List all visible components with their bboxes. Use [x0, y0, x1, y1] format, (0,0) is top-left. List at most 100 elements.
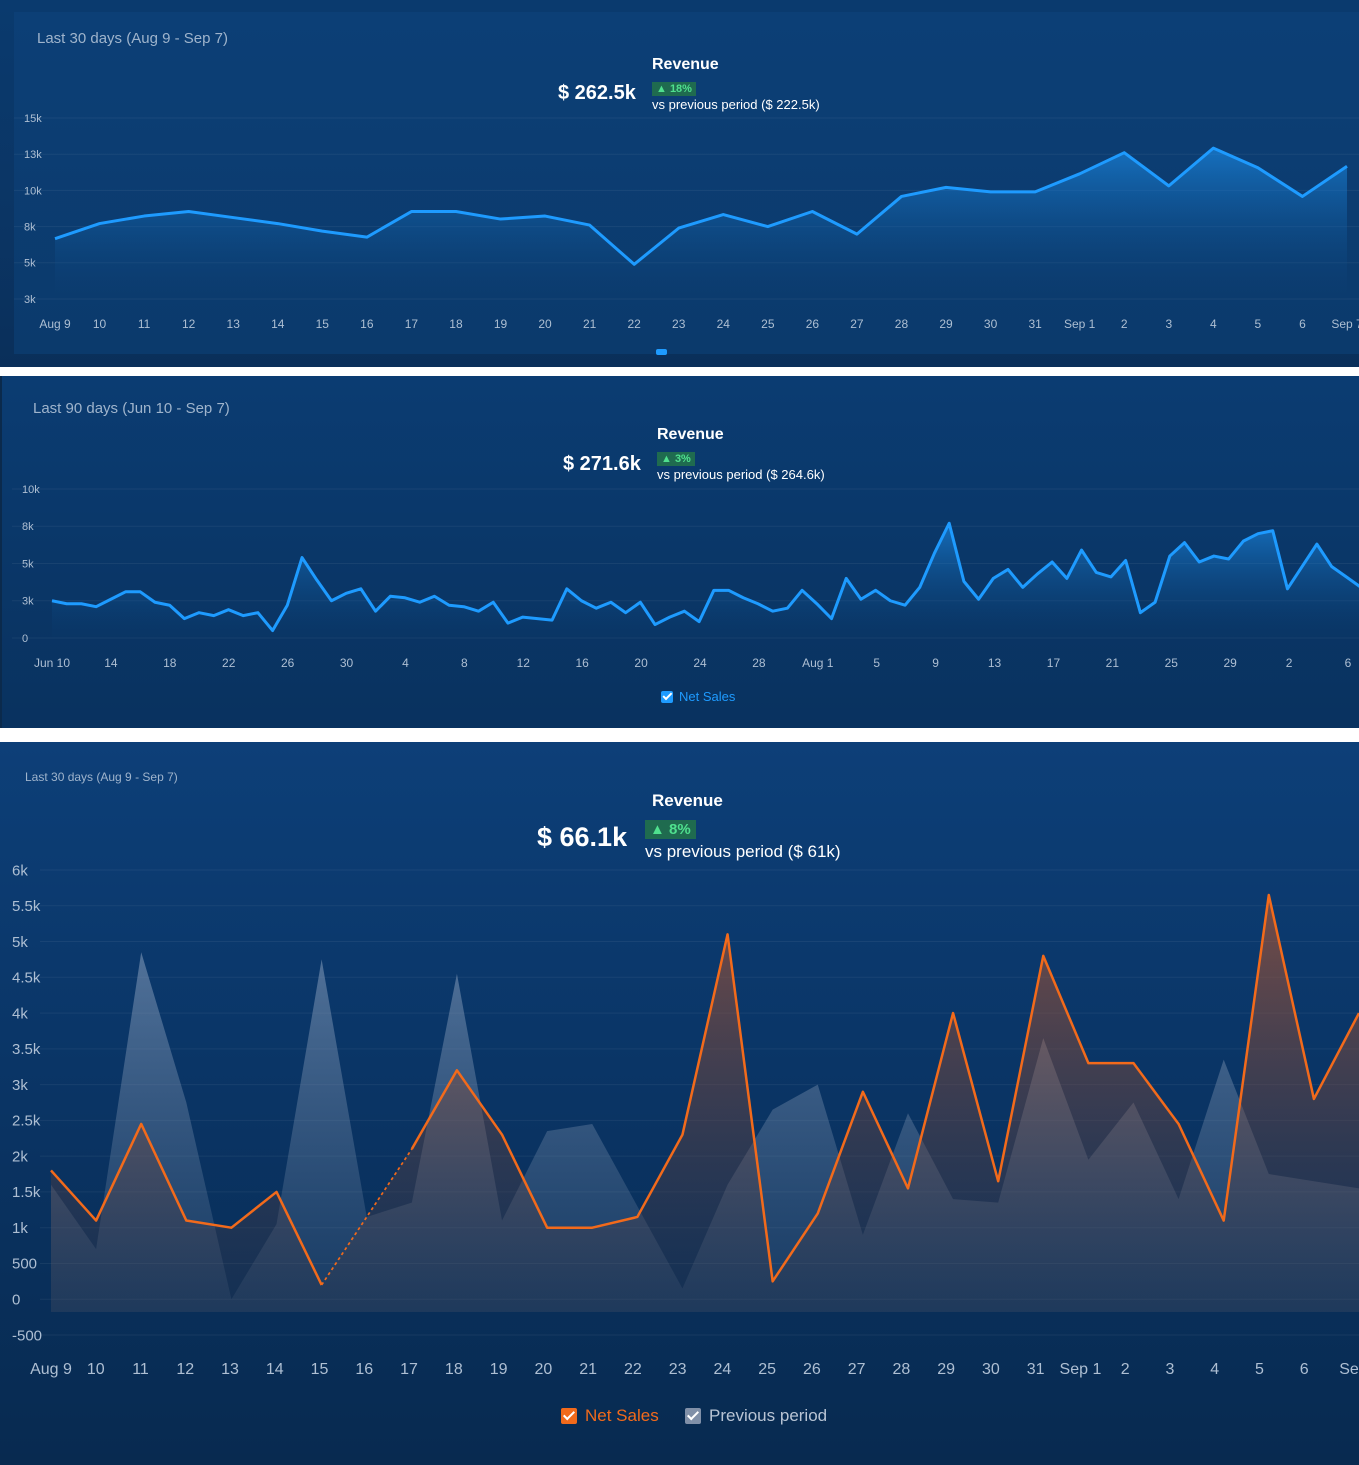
x-tick-label: 28: [752, 656, 766, 670]
revenue-title: Revenue: [652, 791, 723, 810]
y-tick-label: 0: [12, 1291, 20, 1308]
x-tick-label: 27: [848, 1361, 866, 1378]
change-badge: ▲ 18%: [652, 82, 696, 96]
x-tick-label: 22: [222, 656, 236, 670]
y-tick-label: 5k: [22, 558, 34, 570]
revenue-title: Revenue: [652, 56, 719, 73]
x-tick-label: 12: [182, 317, 196, 331]
net-sales-line: [54, 146, 1348, 266]
x-tick-label: 6: [1345, 656, 1352, 670]
y-tick-label: 0: [22, 633, 28, 645]
x-tick-label: 14: [104, 656, 118, 670]
x-tick-label: 21: [1106, 656, 1120, 670]
legend-net-sales[interactable]: Net Sales: [561, 1406, 659, 1426]
x-tick-label: 18: [163, 656, 177, 670]
x-tick-label: 30: [984, 317, 998, 331]
x-tick-label: 17: [1047, 656, 1061, 670]
net-sales-area: [51, 895, 1359, 1312]
revenue-value: $ 66.1k: [537, 822, 628, 852]
period-label: Last 90 days (Jun 10 - Sep 7): [33, 400, 230, 417]
x-tick-label: 4: [1210, 1361, 1219, 1378]
y-tick-label: -500: [12, 1327, 42, 1344]
x-tick-label: 16: [360, 317, 374, 331]
x-tick-label: 29: [939, 317, 953, 331]
x-tick-label: 29: [1224, 656, 1238, 670]
x-tick-label: 18: [449, 317, 463, 331]
x-tick-label: 9: [932, 656, 939, 670]
x-tick-label: Jun 10: [34, 656, 70, 670]
y-tick-label: 5.5k: [12, 898, 41, 915]
x-tick-label: 4: [402, 656, 409, 670]
net-sales-checkbox[interactable]: [661, 690, 673, 703]
y-tick-label: 15k: [24, 113, 42, 125]
revenue-panel-30-days-top: Last 30 days (Aug 9 - Sep 7) Revenue $ 2…: [0, 0, 1359, 367]
x-tick-label: 15: [311, 1361, 329, 1378]
x-tick-label: 19: [494, 317, 508, 331]
x-tick-label: 13: [227, 317, 241, 331]
legend-previous-period[interactable]: Previous period: [685, 1406, 827, 1426]
x-tick-label: 21: [583, 317, 597, 331]
x-tick-label: 24: [717, 317, 731, 331]
x-tick-label: 31: [1027, 1361, 1045, 1378]
change-badge: ▲ 8%: [645, 820, 696, 839]
x-tick-label: 11: [138, 317, 151, 331]
legend-label: Net Sales: [679, 689, 736, 704]
legend-net-sales[interactable]: Net Sales: [661, 689, 735, 704]
x-tick-label: 27: [850, 317, 864, 331]
x-tick-label: 28: [895, 317, 909, 331]
net-sales-checkbox[interactable]: [561, 1408, 577, 1424]
revenue-panel-90-days: Last 90 days (Jun 10 - Sep 7) Revenue $ …: [0, 376, 1359, 728]
x-tick-label: 4: [1210, 317, 1217, 331]
legend-swatch-partial: [656, 349, 667, 355]
x-tick-label: 14: [266, 1361, 284, 1378]
x-tick-label: 6: [1300, 1361, 1309, 1378]
x-tick-label: 17: [400, 1361, 418, 1378]
x-tick-label: 25: [1165, 656, 1179, 670]
y-tick-label: 3.5k: [12, 1041, 41, 1058]
y-tick-label: 8k: [24, 221, 36, 233]
y-tick-label: 2.5k: [12, 1113, 41, 1130]
period-label: Last 30 days (Aug 9 - Sep 7): [25, 770, 178, 784]
y-tick-label: 4k: [12, 1005, 28, 1022]
x-tick-label: Sep 1: [1060, 1361, 1102, 1378]
x-tick-label: Se: [1339, 1361, 1359, 1378]
x-tick-label: 23: [672, 317, 686, 331]
x-tick-label: 17: [405, 317, 419, 331]
x-tick-label: 16: [576, 656, 590, 670]
y-tick-label: 5k: [24, 258, 36, 270]
change-badge: ▲ 3%: [657, 452, 695, 466]
y-tick-label: 10k: [24, 185, 42, 197]
y-tick-label: 5k: [12, 934, 28, 951]
x-tick-label: Aug 9: [30, 1361, 72, 1378]
x-tick-label: 12: [517, 656, 531, 670]
y-tick-label: 6k: [12, 862, 28, 879]
y-tick-label: 1k: [12, 1220, 28, 1237]
net-sales-area: [55, 148, 1347, 299]
revenue-value: $ 271.6k: [563, 453, 641, 475]
x-tick-label: 3: [1166, 1361, 1175, 1378]
x-tick-label: 26: [281, 656, 295, 670]
comparison-text: vs previous period ($ 264.6k): [657, 467, 825, 482]
y-tick-label: 3k: [12, 1077, 28, 1094]
x-tick-label: 2: [1121, 317, 1128, 331]
net-sales-line: [50, 1122, 323, 1286]
y-tick-label: 2k: [12, 1148, 28, 1165]
period-label: Last 30 days (Aug 9 - Sep 7): [37, 30, 228, 47]
x-tick-label: 5: [1255, 317, 1262, 331]
x-tick-label: 13: [988, 656, 1002, 670]
y-tick-label: 10k: [22, 484, 40, 496]
x-tick-label: 13: [221, 1361, 239, 1378]
x-tick-label: 20: [634, 656, 648, 670]
x-tick-label: 26: [803, 1361, 821, 1378]
y-tick-label: 500: [12, 1256, 37, 1273]
x-tick-label: 18: [445, 1361, 463, 1378]
x-tick-label: 10: [93, 317, 107, 331]
previous-period-checkbox[interactable]: [685, 1408, 701, 1424]
x-tick-label: 14: [271, 317, 285, 331]
x-tick-label: 5: [873, 656, 880, 670]
x-tick-label: 2: [1121, 1361, 1130, 1378]
y-tick-label: 1.5k: [12, 1184, 41, 1201]
x-tick-label: 30: [340, 656, 354, 670]
